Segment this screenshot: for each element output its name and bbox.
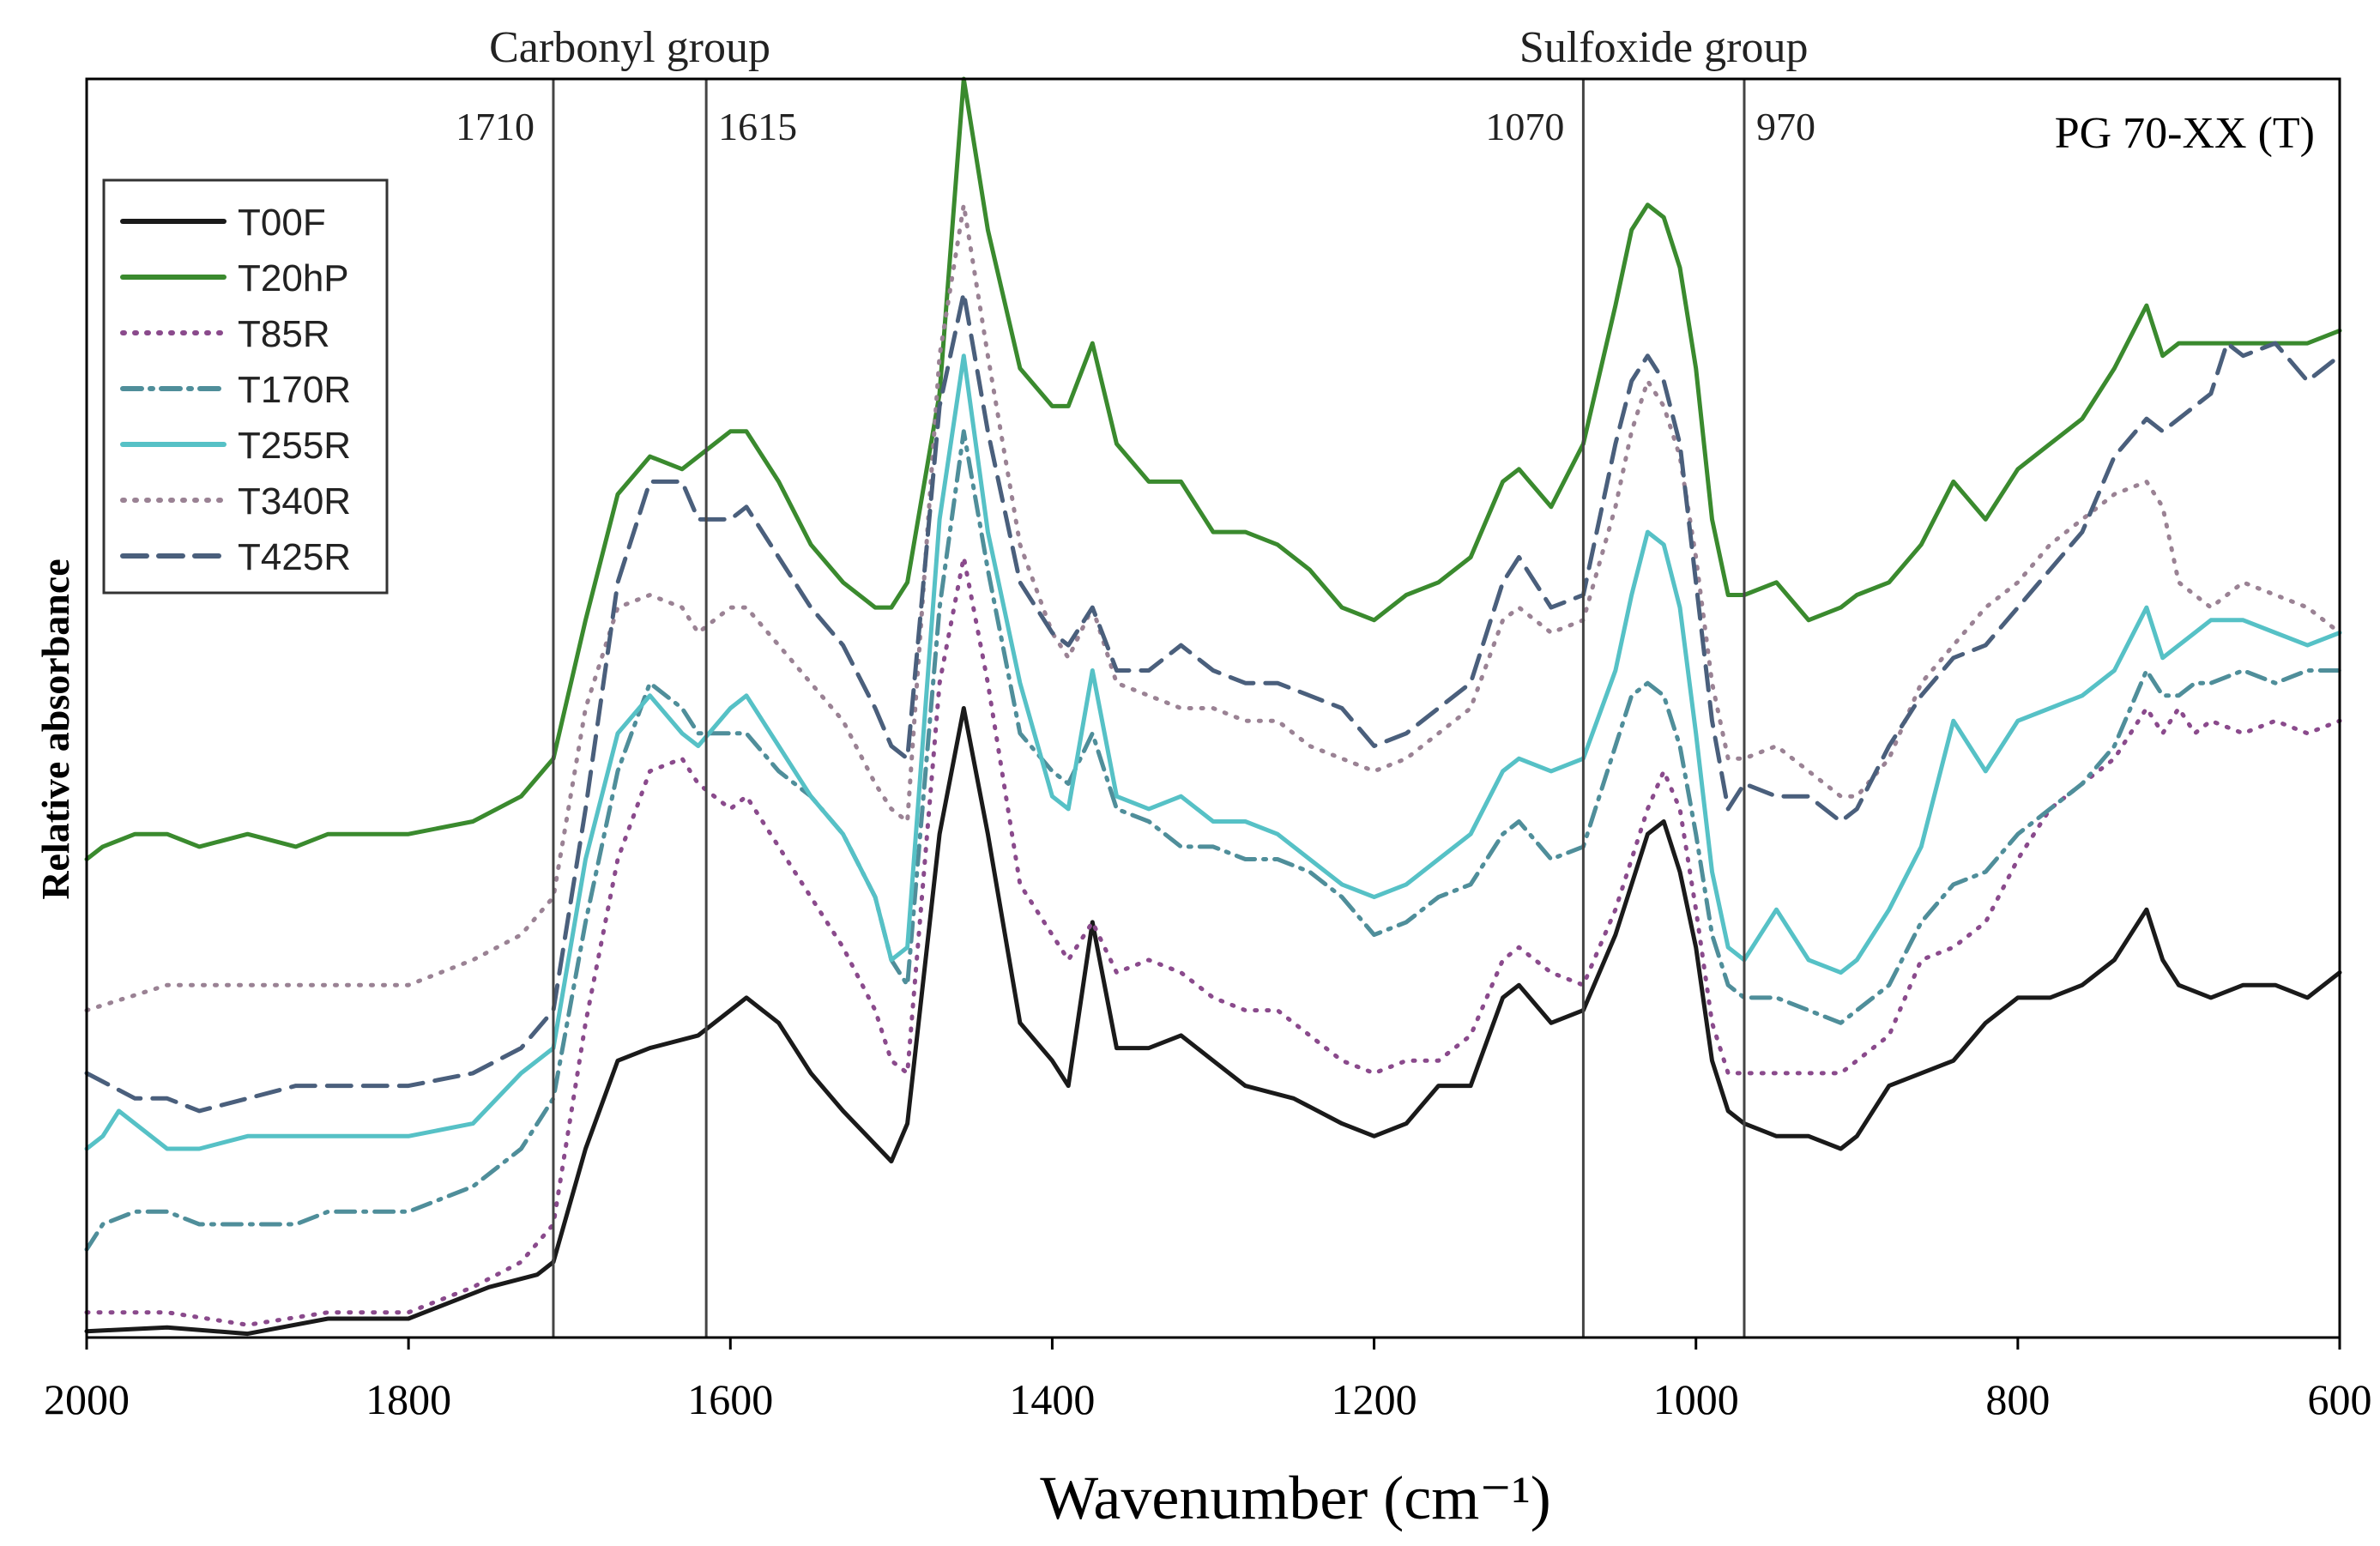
group-label-sulfoxide-group: Sulfoxide group bbox=[1519, 23, 1809, 72]
legend-label-t255r: T255R bbox=[238, 425, 351, 467]
series-line-t85r bbox=[84, 555, 2342, 1327]
group-labels: Carbonyl group Sulfoxide group bbox=[489, 23, 1808, 72]
x-tick-label-600: 600 bbox=[2308, 1375, 2372, 1423]
x-tick-label-1800: 1800 bbox=[365, 1375, 451, 1423]
legend-label-t170r: T170R bbox=[238, 369, 351, 411]
x-tick-label-1400: 1400 bbox=[1009, 1375, 1095, 1423]
reference-label-970: 970 bbox=[1756, 105, 1815, 148]
x-tick-label-1000: 1000 bbox=[1653, 1375, 1739, 1423]
x-tick-label-1600: 1600 bbox=[687, 1375, 773, 1423]
series-line-t20hp bbox=[84, 76, 2342, 861]
y-axis-label: Relative absorbance bbox=[33, 559, 77, 899]
reference-lines-layer: 1710 1615 1070 970 bbox=[456, 79, 1815, 1338]
series-line-t00f bbox=[84, 706, 2342, 1337]
legend-label-t85r: T85R bbox=[238, 313, 330, 355]
legend-label-t425r: T425R bbox=[238, 536, 351, 578]
group-label-carbonyl-group: Carbonyl group bbox=[489, 23, 770, 72]
x-axis-label: Wavenumber (cm⁻¹) bbox=[1040, 1464, 1551, 1532]
reference-label-1710: 1710 bbox=[456, 105, 535, 148]
x-tick-label-1200: 1200 bbox=[1332, 1375, 1417, 1423]
legend-label-t00f: T00F bbox=[238, 202, 326, 244]
legend: T00F T20hP T85R T170R T255R T340R T425R bbox=[102, 178, 389, 595]
x-tick-label-800: 800 bbox=[1985, 1375, 2050, 1423]
legend-label-t340r: T340R bbox=[238, 480, 351, 522]
series-layer bbox=[84, 76, 2342, 1337]
series-line-t255r bbox=[84, 353, 2342, 1151]
series-line-t425r bbox=[84, 290, 2342, 1114]
series-line-t170r bbox=[84, 429, 2342, 1252]
plot-frame bbox=[85, 77, 2341, 1339]
chart-title: PG 70-XX (T) bbox=[2055, 109, 2315, 158]
series-line-t340r bbox=[84, 202, 2342, 1013]
x-tick-label-2000: 2000 bbox=[44, 1375, 130, 1423]
reference-label-1615: 1615 bbox=[718, 105, 797, 148]
x-axis: 2000 1800 1600 1400 1200 1000 800 600 bbox=[44, 1338, 2372, 1423]
reference-label-1070: 1070 bbox=[1485, 105, 1564, 148]
legend-label-t20hp: T20hP bbox=[238, 257, 349, 299]
